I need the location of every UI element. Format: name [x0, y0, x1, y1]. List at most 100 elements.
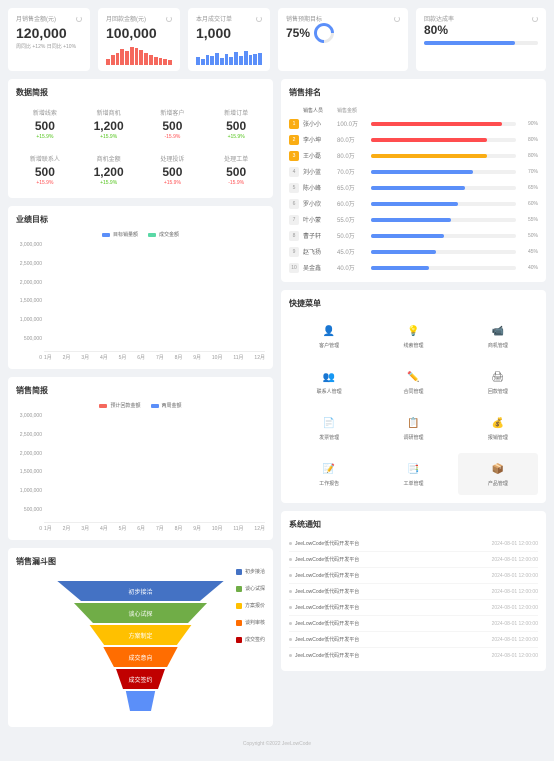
- notice-row[interactable]: JeeLowCode低代码开发平台2024-08-01 12:00:00: [289, 648, 538, 663]
- menu-icon: 📋: [405, 415, 421, 431]
- menu-icon: 🖨: [490, 369, 506, 385]
- menu-item[interactable]: 📦产品管理: [458, 453, 538, 495]
- menu-item[interactable]: 📝工作报告: [289, 453, 369, 495]
- rank-row[interactable]: 10吴金鑫40.0万40%: [289, 261, 538, 274]
- rank-row[interactable]: 9赵飞扬45.0万45%: [289, 245, 538, 258]
- menu-item[interactable]: 📑工单管理: [373, 453, 453, 495]
- rank-row[interactable]: 1张小小100.0万90%: [289, 117, 538, 130]
- x-axis: 1月2月3月4月5月6月7月8月9月10月11月12月: [44, 354, 265, 361]
- menu-item[interactable]: 💰报销管理: [458, 407, 538, 449]
- menu-icon: 📑: [405, 461, 421, 477]
- funnel-segment: [123, 691, 158, 711]
- bar-chart: [44, 413, 265, 523]
- notice-row[interactable]: JeeLowCode低代码开发平台2024-08-01 12:00:00: [289, 616, 538, 632]
- kpi-item: 处理工单500-15.9%: [207, 150, 265, 190]
- footer: Copyright ©2022 JeeLowCode: [8, 735, 546, 753]
- kpi-item: 新增客户500-15.9%: [144, 104, 202, 144]
- chart2-card: 销售简报 预计回款金额两周金额 3,000,0002,500,0002,000,…: [8, 377, 273, 540]
- stat-sub: 周同比 +12% 日同比 +10%: [16, 43, 82, 50]
- bar-chart: [44, 242, 265, 352]
- kpi-item: 新增商机1,200+15.9%: [80, 104, 138, 144]
- menu-icon: 📹: [490, 323, 506, 339]
- progress-ring: [310, 19, 338, 47]
- stat-label: 月销售金额(元): [16, 14, 56, 23]
- menu-icon: 💡: [405, 323, 421, 339]
- progress-label: 回款达成率: [424, 14, 454, 23]
- refresh-icon[interactable]: [394, 16, 400, 22]
- progress-value: 75%: [286, 26, 310, 40]
- rank-row[interactable]: 8曹子轩50.0万50%: [289, 229, 538, 242]
- card-title: 销售简报: [16, 385, 265, 396]
- stat-card-2: 月回款金额(元) 100,000: [98, 8, 180, 71]
- rank-row[interactable]: 5陈小峰65.0万65%: [289, 181, 538, 194]
- notice-row[interactable]: JeeLowCode低代码开发平台2024-08-01 12:00:00: [289, 600, 538, 616]
- notice-row[interactable]: JeeLowCode低代码开发平台2024-08-01 12:00:00: [289, 584, 538, 600]
- stat-value: 100,000: [106, 25, 172, 41]
- notice-row[interactable]: JeeLowCode低代码开发平台2024-08-01 12:00:00: [289, 568, 538, 584]
- funnel-legend: 初步接洽谈心试探方案报价谈判审核成交签约: [236, 568, 265, 643]
- card-title: 业绩目标: [16, 214, 265, 225]
- chart-legend: 预计回款金额两周金额: [16, 402, 265, 409]
- menu-item[interactable]: 🖨回款管理: [458, 361, 538, 403]
- menu-item[interactable]: 📋调研管理: [373, 407, 453, 449]
- menu-item[interactable]: 📄发票管理: [289, 407, 369, 449]
- menu-icon: 💰: [490, 415, 506, 431]
- menu-icon: 👤: [321, 323, 337, 339]
- y-axis: 3,000,0002,500,0002,000,0001,500,0001,00…: [16, 413, 42, 532]
- stat-value: 120,000: [16, 25, 82, 41]
- menu-icon: 👥: [321, 369, 337, 385]
- kpi-item: 商机金额1,200+15.9%: [80, 150, 138, 190]
- kpi-grid: 新增线索500+15.9%新增商机1,200+15.9%新增客户500-15.9…: [16, 104, 265, 190]
- menu-icon: 📦: [490, 461, 506, 477]
- funnel-segment: 方案制定: [80, 625, 201, 645]
- menu-icon: ✏️: [405, 369, 421, 385]
- notice-row[interactable]: JeeLowCode低代码开发平台2024-08-01 12:00:00: [289, 536, 538, 552]
- refresh-icon[interactable]: [166, 16, 172, 22]
- stat-label: 本月成交订单: [196, 14, 232, 23]
- y-axis: 3,000,0002,500,0002,000,0001,500,0001,00…: [16, 242, 42, 361]
- chart1-card: 业绩目标 目标销量额成交金额 3,000,0002,500,0002,000,0…: [8, 206, 273, 369]
- rank-card: 销售排名 销售人员销售金额 1张小小100.0万90%2李小坤80.0万80%3…: [281, 79, 546, 282]
- rank-row[interactable]: 4刘小蓝70.0万70%: [289, 165, 538, 178]
- funnel-segment: 初步接洽: [41, 581, 239, 601]
- rank-row[interactable]: 3王小磊80.0万80%: [289, 149, 538, 162]
- top-stats-row: 月销售金额(元) 120,000 周同比 +12% 日同比 +10% 月回款金额…: [8, 8, 546, 71]
- refresh-icon[interactable]: [76, 16, 82, 22]
- kpi-item: 新增线索500+15.9%: [16, 104, 74, 144]
- menu-grid: 👤客户管理💡线索管理📹商机管理 👥联系人管理✏️合同管理🖨回款管理 📄发票管理📋调研…: [289, 315, 538, 495]
- notice-row[interactable]: JeeLowCode低代码开发平台2024-08-01 12:00:00: [289, 632, 538, 648]
- chart-legend: 目标销量额成交金额: [16, 231, 265, 238]
- rank-row[interactable]: 6罗小欣60.0万60%: [289, 197, 538, 210]
- funnel-segment: 成交意向: [96, 647, 185, 667]
- refresh-icon[interactable]: [256, 16, 262, 22]
- kpi-item: 新增联系人500+15.9%: [16, 150, 74, 190]
- menu-item[interactable]: ✏️合同管理: [373, 361, 453, 403]
- kpi-item: 处理投诉500+15.9%: [144, 150, 202, 190]
- notice-list: JeeLowCode低代码开发平台2024-08-01 12:00:00JeeL…: [289, 536, 538, 663]
- rank-list: 1张小小100.0万90% 2李小坤80.0万80% 3王小磊80.0万80% 4刘小…: [289, 117, 538, 274]
- refresh-icon[interactable]: [532, 16, 538, 22]
- rank-row[interactable]: 7叶小蒙55.0万55%: [289, 213, 538, 226]
- notice-row[interactable]: JeeLowCode低代码开发平台2024-08-01 12:00:00: [289, 552, 538, 568]
- menu-item[interactable]: 💡线索管理: [373, 315, 453, 357]
- x-axis: 1月2月3月4月5月6月7月8月9月10月11月12月: [44, 525, 265, 532]
- funnel-card: 销售漏斗图 初步接洽谈心试探方案制定成交意向成交签约 初步接洽谈心试探方案报价谈…: [8, 548, 273, 727]
- card-title: 数据简报: [16, 87, 265, 98]
- notice-card: 系统通知 JeeLowCode低代码开发平台2024-08-01 12:00:0…: [281, 511, 546, 671]
- card-title: 快捷菜单: [289, 298, 538, 309]
- menu-icon: 📝: [321, 461, 337, 477]
- stat-value: 1,000: [196, 25, 262, 41]
- kpi-card: 数据简报 新增线索500+15.9%新增商机1,200+15.9%新增客户500…: [8, 79, 273, 198]
- funnel-segment: 谈心试探: [61, 603, 219, 623]
- menu-card: 快捷菜单 👤客户管理💡线索管理📹商机管理 👥联系人管理✏️合同管理🖨回款管理 📄发票…: [281, 290, 546, 503]
- funnel-segment: 成交签约: [111, 669, 169, 689]
- menu-item[interactable]: 👥联系人管理: [289, 361, 369, 403]
- stat-label: 月回款金额(元): [106, 14, 146, 23]
- kpi-item: 新增订单500+15.9%: [207, 104, 265, 144]
- sparkline: [106, 45, 172, 65]
- rank-row[interactable]: 2李小坤80.0万80%: [289, 133, 538, 146]
- card-title: 系统通知: [289, 519, 538, 530]
- menu-item[interactable]: 👤客户管理: [289, 315, 369, 357]
- menu-item[interactable]: 📹商机管理: [458, 315, 538, 357]
- stat-card-3: 本月成交订单 1,000: [188, 8, 270, 71]
